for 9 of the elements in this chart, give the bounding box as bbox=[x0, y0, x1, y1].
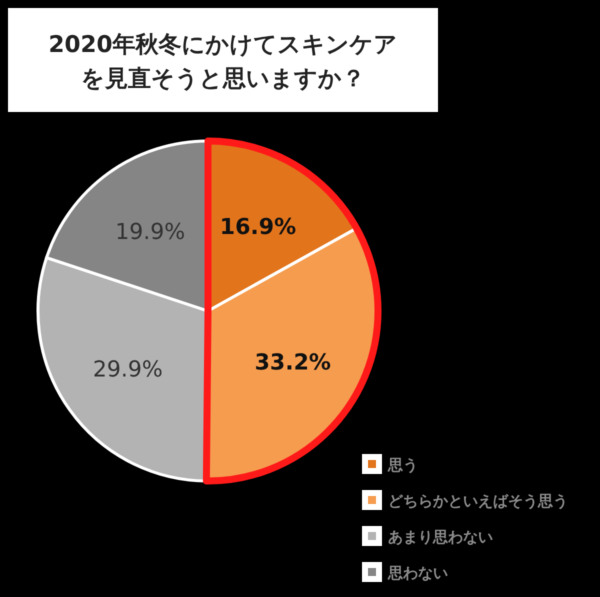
legend-label: どちらかといえばそう思う bbox=[388, 492, 568, 510]
chart-title: 2020年秋冬にかけてスキンケアを見直そうと思いますか？ bbox=[48, 32, 398, 92]
data-label: 29.9% bbox=[92, 357, 163, 382]
data-label: 16.9% bbox=[220, 215, 296, 240]
data-label: 33.2% bbox=[254, 350, 331, 376]
legend-label: 思う bbox=[387, 456, 418, 474]
legend-label: 思わない bbox=[387, 564, 448, 582]
legend-label: あまり思わない bbox=[388, 528, 493, 546]
data-label: 19.9% bbox=[115, 220, 186, 246]
